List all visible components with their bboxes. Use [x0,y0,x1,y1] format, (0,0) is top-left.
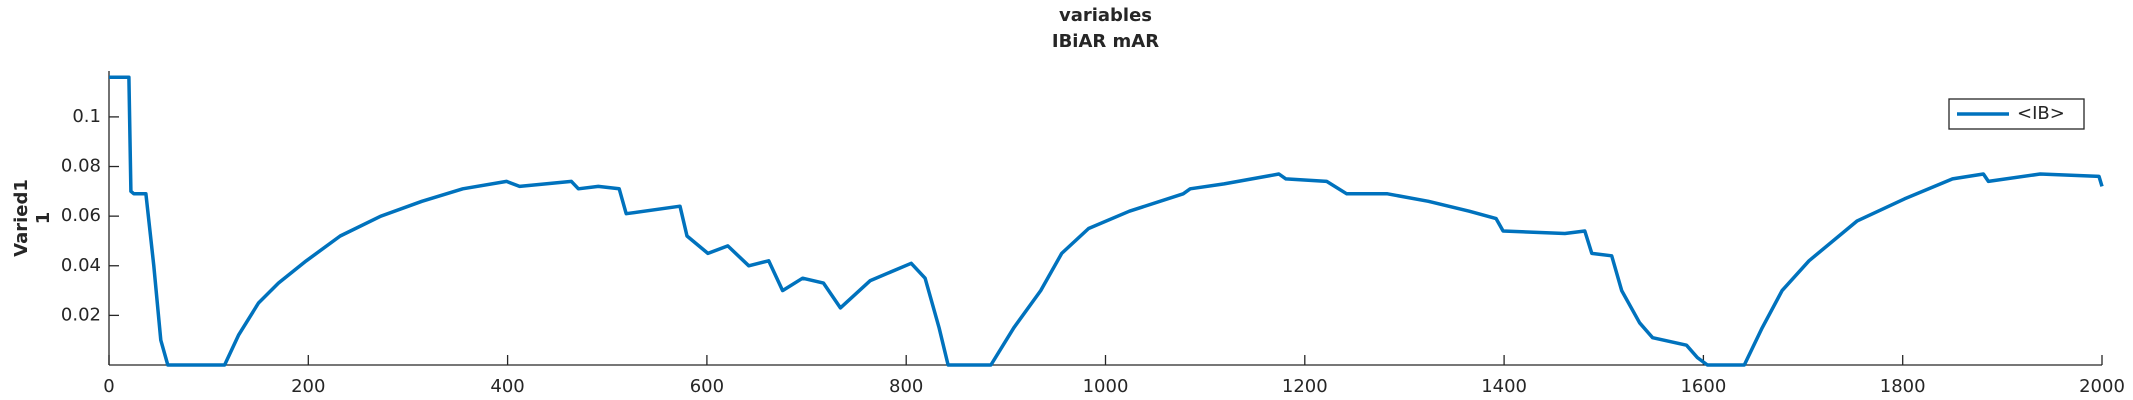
x-tick-label: 800 [889,376,923,397]
chart-title: IBiAR mAR [1052,31,1159,52]
x-tick-label: 2000 [2079,376,2125,397]
y-tick-label: 0.06 [61,205,101,226]
x-tick-label: 1600 [1680,376,1726,397]
x-tick-label: 1800 [1880,376,1926,397]
data-line [109,75,2104,367]
y-axis-label: Varied1 1 [11,179,54,257]
x-tick-label: 200 [291,376,325,397]
x-tick-label: 1000 [1083,376,1129,397]
y-tick-label: 0.1 [72,106,101,127]
y-tick-label: 0.02 [61,304,101,325]
y-axis-label-line: 1 [33,212,54,225]
chart-title: variables [1059,5,1152,26]
x-tick-label: 400 [490,376,524,397]
legend-label: <IB> [2017,103,2065,124]
legend-box [1948,98,2085,130]
y-tick-label: 0.08 [61,156,101,177]
y-axis-label-line: Varied1 [11,179,32,257]
x-tick-label: 1200 [1282,376,1328,397]
x-tick-label: 1400 [1481,376,1527,397]
y-tick-label: 0.04 [61,255,101,276]
x-tick-label: 0 [103,376,114,397]
x-tick-label: 600 [690,376,724,397]
